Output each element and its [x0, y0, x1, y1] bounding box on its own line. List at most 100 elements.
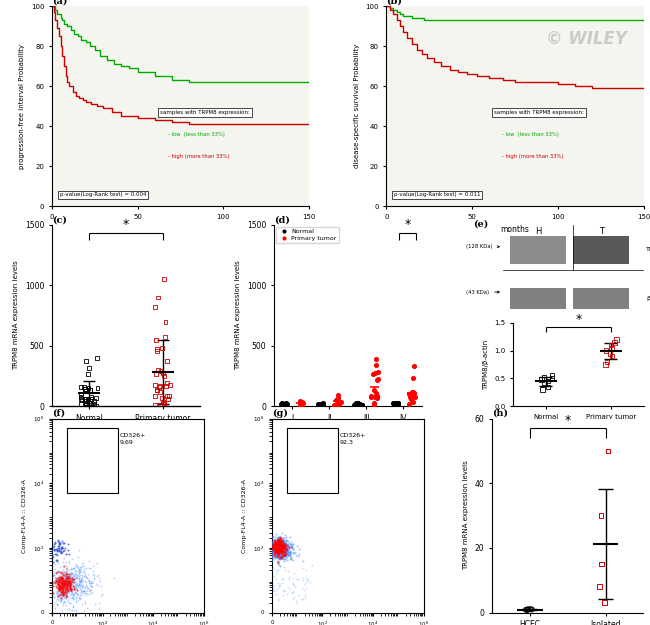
Point	[80, 384, 90, 394]
Point	[269, 537, 280, 547]
Point	[57, 600, 68, 610]
Point	[270, 568, 281, 578]
Text: (a): (a)	[52, 0, 68, 6]
Point	[57, 574, 68, 584]
Point	[46, 571, 56, 581]
Point	[272, 534, 282, 544]
Point	[58, 585, 68, 595]
Point	[389, 399, 400, 409]
Point	[62, 565, 72, 575]
Point	[86, 400, 97, 410]
Point	[54, 577, 64, 587]
Point	[286, 540, 296, 550]
Point	[81, 356, 91, 366]
Point	[280, 548, 290, 558]
Point	[270, 544, 280, 554]
Point	[276, 546, 287, 556]
Point	[270, 538, 281, 548]
Point	[75, 567, 85, 577]
Point	[263, 551, 273, 561]
Point	[269, 540, 280, 550]
Point	[406, 394, 416, 404]
Point	[275, 551, 285, 561]
Point	[271, 548, 281, 558]
Point	[46, 569, 56, 579]
Point	[67, 564, 77, 574]
Point	[263, 542, 274, 552]
Point	[60, 571, 70, 581]
Point	[280, 546, 291, 556]
Point	[270, 539, 280, 549]
Point	[64, 576, 74, 586]
Point	[80, 386, 90, 396]
Point	[274, 543, 284, 553]
Point	[274, 539, 285, 549]
Point	[64, 572, 75, 582]
Point	[278, 546, 289, 556]
Point	[272, 546, 282, 556]
Point	[71, 561, 81, 571]
Point	[57, 585, 68, 595]
Point	[287, 594, 298, 604]
Text: *: *	[123, 218, 129, 231]
Point	[49, 592, 59, 602]
Point	[274, 542, 285, 552]
Point	[64, 582, 75, 592]
Point	[61, 581, 72, 591]
Point	[161, 317, 171, 327]
Point	[281, 546, 291, 556]
Point	[273, 534, 283, 544]
Point	[61, 584, 72, 594]
Point	[58, 579, 68, 589]
Point	[51, 551, 62, 561]
Point	[66, 589, 76, 599]
Point	[284, 538, 294, 548]
Point	[150, 379, 160, 389]
Point	[274, 539, 284, 549]
Point	[272, 541, 282, 551]
Point	[59, 561, 70, 571]
Point	[55, 539, 65, 549]
Point	[62, 588, 72, 598]
X-axis label: months: months	[500, 226, 529, 234]
Point	[285, 550, 295, 560]
Point	[75, 564, 85, 574]
Text: p-value(Log-Rank test) = 0.004: p-value(Log-Rank test) = 0.004	[60, 192, 146, 198]
Point	[287, 548, 298, 558]
Point	[272, 546, 282, 556]
Point	[366, 391, 376, 401]
Point	[66, 577, 77, 587]
Point	[272, 542, 282, 552]
Point	[58, 586, 68, 596]
Point	[270, 536, 281, 546]
Point	[274, 538, 285, 548]
Point	[56, 578, 66, 588]
Point	[63, 584, 73, 594]
Point	[272, 550, 282, 560]
Point	[389, 398, 400, 408]
Point	[73, 592, 84, 602]
Point	[58, 538, 68, 548]
Point	[276, 541, 286, 551]
Point	[62, 569, 72, 579]
Point	[277, 551, 287, 561]
Point	[278, 546, 289, 556]
Point	[62, 584, 72, 594]
Point	[263, 541, 274, 551]
Point	[53, 543, 63, 553]
Point	[280, 545, 291, 555]
Point	[79, 596, 90, 606]
Point	[77, 586, 87, 596]
Point	[67, 554, 77, 564]
Point	[69, 591, 79, 601]
Point	[62, 582, 73, 592]
Point	[62, 573, 73, 583]
Point	[280, 548, 291, 558]
Point	[58, 578, 69, 588]
Point	[60, 584, 70, 594]
Point	[272, 544, 283, 554]
Point	[281, 398, 291, 408]
Point	[60, 579, 70, 589]
Point	[279, 547, 289, 557]
Point	[288, 544, 298, 554]
